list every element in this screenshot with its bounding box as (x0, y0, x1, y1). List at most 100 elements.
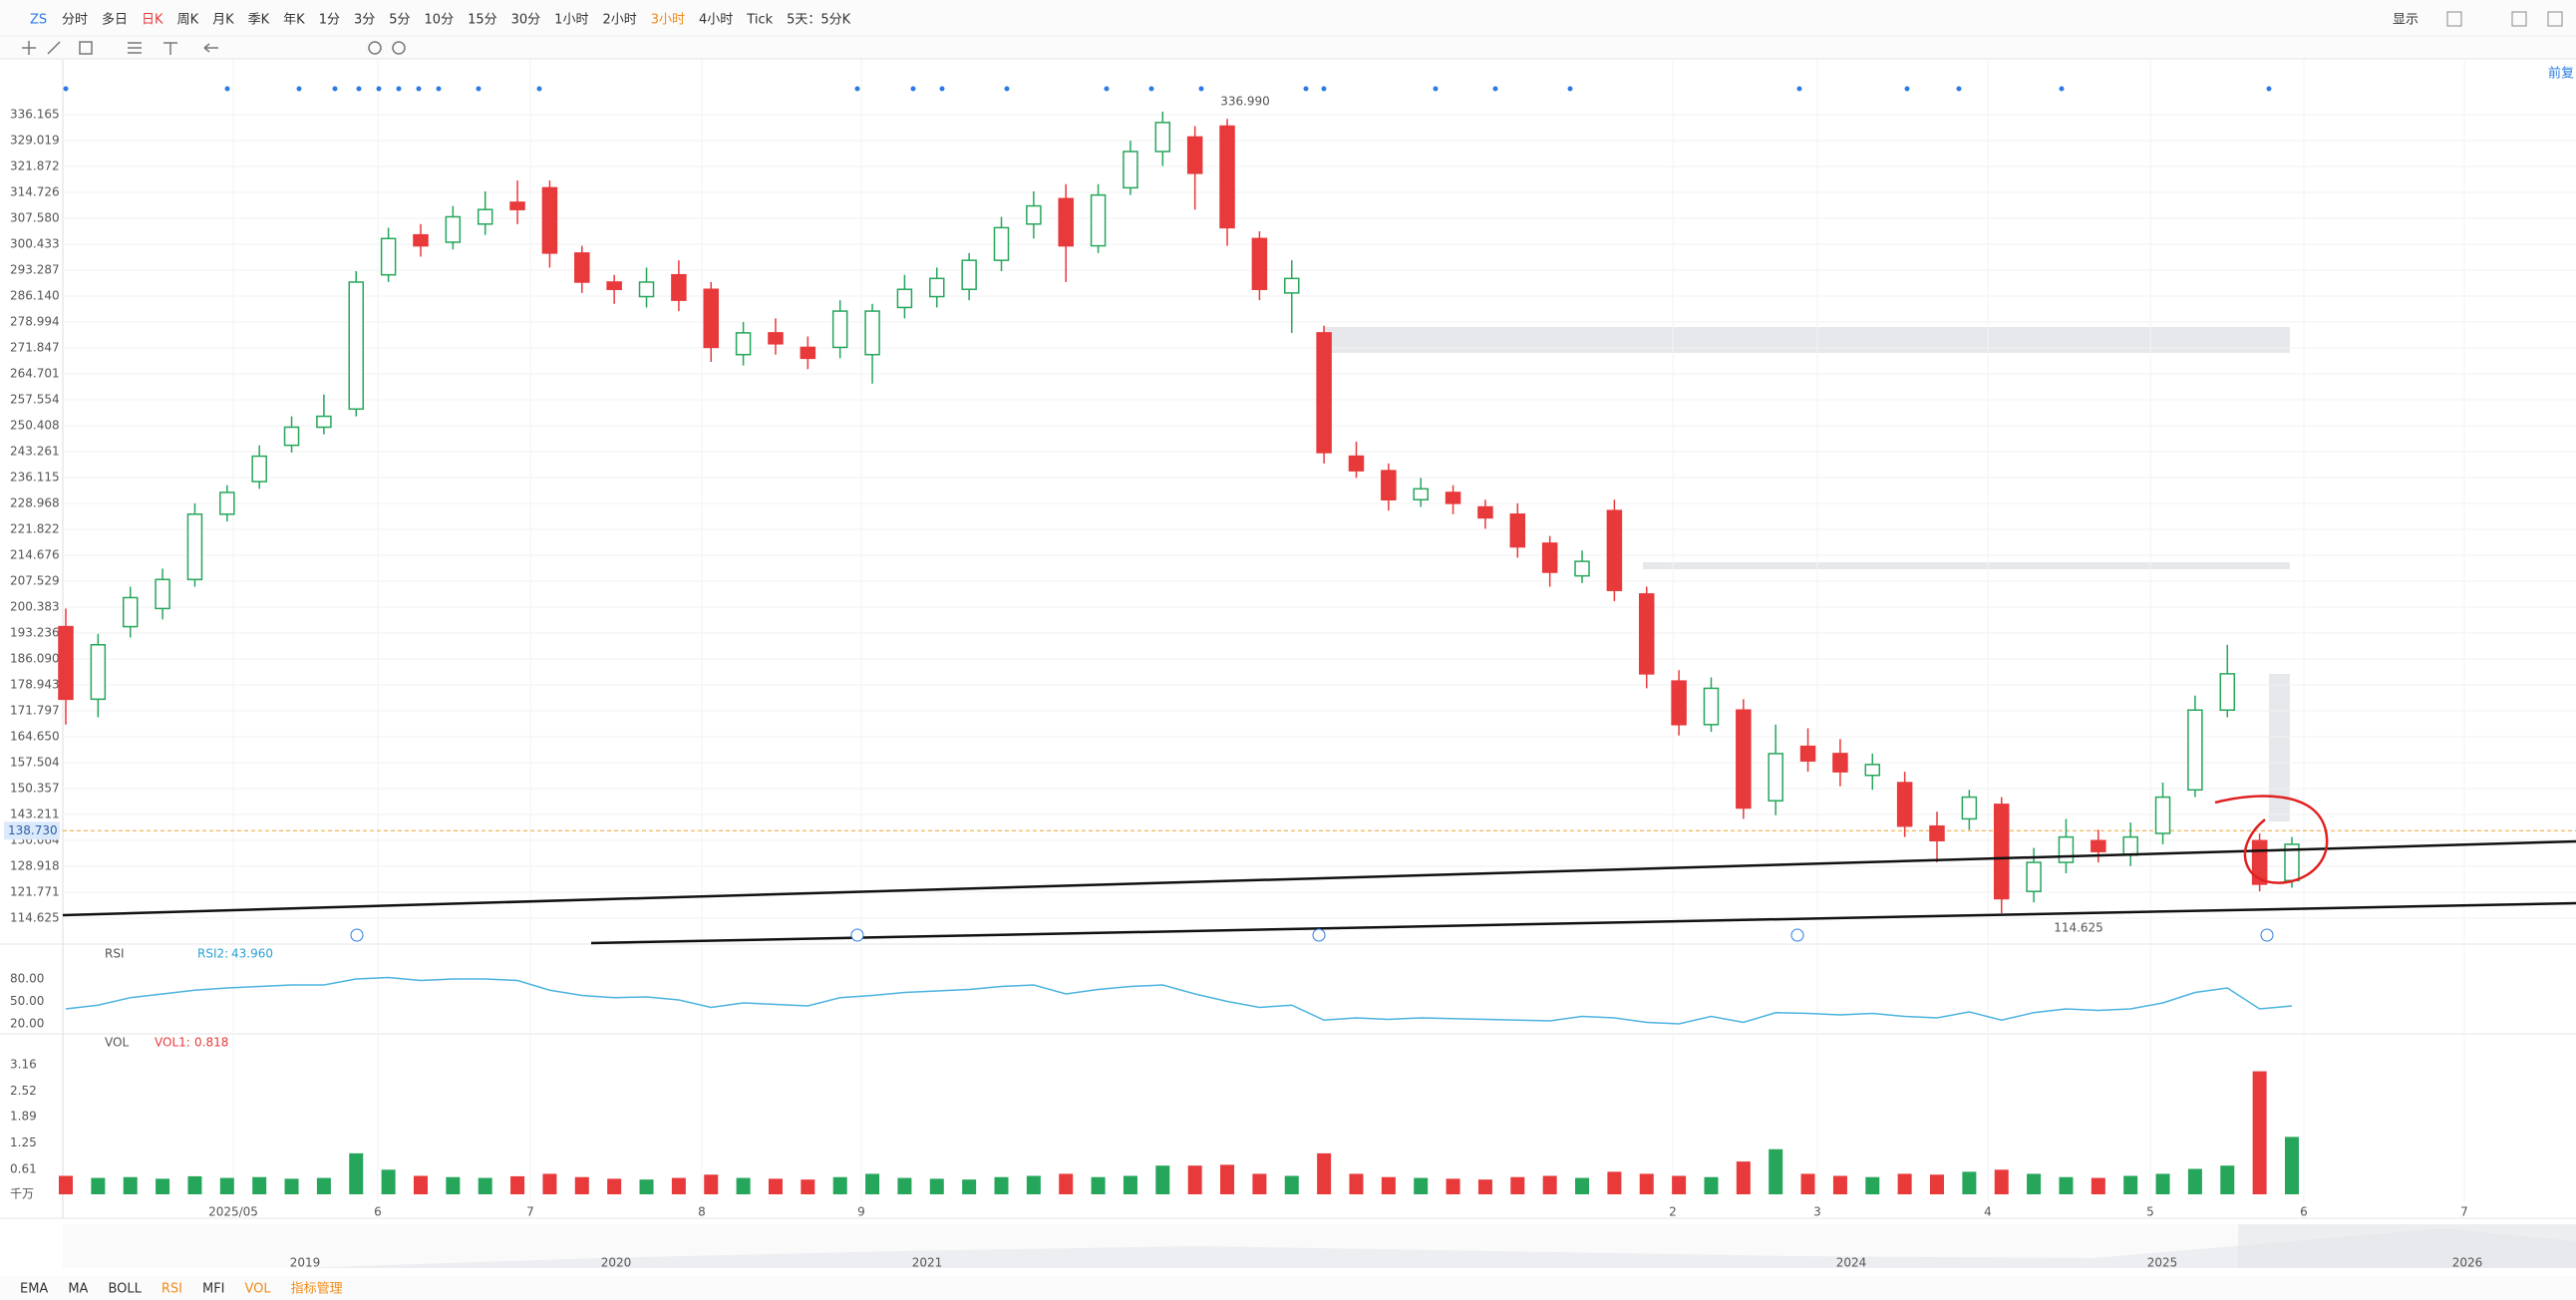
volume-bar (1575, 1177, 1590, 1194)
volume-bar (1510, 1176, 1525, 1194)
indicator-tab[interactable]: VOL (245, 1282, 272, 1297)
period-tab[interactable]: 3小时 (651, 13, 685, 28)
adjust-mode[interactable]: 前复 (2548, 66, 2574, 82)
indicator-tab[interactable]: BOLL (108, 1282, 142, 1297)
period-tab[interactable]: 月K (212, 13, 234, 28)
event-marker[interactable] (1790, 928, 1804, 942)
tool-magnet[interactable] (368, 41, 382, 55)
event-marker[interactable] (2260, 928, 2274, 942)
indicator-tab[interactable]: MFI (202, 1282, 225, 1297)
candle-body (1799, 745, 1816, 762)
price-tick-label: 164.650 (10, 730, 60, 744)
period-tab[interactable]: 季K (248, 13, 270, 28)
icon-settings[interactable] (2446, 11, 2462, 27)
period-tab[interactable]: 5分 (389, 13, 410, 28)
price-tick-label: 321.872 (10, 160, 60, 173)
display-menu[interactable]: 显示 (2393, 13, 2418, 28)
period-tab[interactable]: 5天：5分K (787, 13, 851, 28)
tool-line[interactable] (47, 41, 61, 55)
event-dot (854, 86, 860, 92)
current-price-label: 138.730 (8, 823, 58, 837)
vol-tick-label: 1.25 (10, 1136, 37, 1149)
price-tick-label: 121.771 (10, 885, 60, 899)
tool-text[interactable] (163, 42, 177, 55)
volume-bar (381, 1169, 396, 1194)
price-tick-label: 193.236 (10, 625, 60, 639)
tool-rect[interactable] (79, 41, 93, 55)
candle-body (2058, 835, 2075, 863)
candle-body (1639, 593, 1655, 675)
navigator-year: 2026 (2452, 1256, 2483, 1270)
indicator-tab[interactable]: 指标管理 (291, 1282, 343, 1297)
icon-screenshot[interactable] (2511, 11, 2527, 27)
candle-body (606, 281, 622, 290)
tool-clear[interactable] (392, 41, 406, 55)
volume-bar (1769, 1148, 1783, 1194)
candle-body (155, 578, 170, 610)
event-marker[interactable] (850, 928, 864, 942)
candle-body (2122, 835, 2138, 856)
rsi-title[interactable]: RSI (105, 947, 125, 961)
period-tab[interactable]: 分时 (62, 13, 88, 28)
price-tick-label: 157.504 (10, 755, 60, 769)
tool-crosshair[interactable] (22, 41, 36, 55)
volume-bar (316, 1177, 331, 1194)
price-tick-label: 264.701 (10, 366, 60, 380)
period-tab[interactable]: 4小时 (699, 13, 733, 28)
candle-body (1703, 687, 1720, 726)
period-tab[interactable]: 30分 (511, 13, 541, 28)
candle-body (1832, 753, 1848, 773)
volume-bar (2059, 1176, 2074, 1194)
event-dot (1956, 86, 1962, 92)
event-dot (1433, 86, 1439, 92)
tool-undo[interactable] (203, 43, 218, 53)
candle-body (90, 644, 107, 701)
candle-body (1381, 470, 1397, 500)
indicator-tab[interactable]: EMA (20, 1282, 48, 1297)
period-tab[interactable]: 15分 (468, 13, 497, 28)
period-tab[interactable]: 10分 (425, 13, 455, 28)
period-tab[interactable]: 1分 (319, 13, 340, 28)
event-marker[interactable] (1312, 928, 1326, 942)
period-tab[interactable]: 日K (142, 13, 163, 28)
x-tick-label: 5 (2146, 1205, 2154, 1219)
period-tab[interactable]: 周K (177, 13, 199, 28)
symbol[interactable]: ZS (30, 13, 47, 28)
indicator-tab[interactable]: RSI (161, 1282, 182, 1297)
candle-body (413, 233, 429, 247)
volume-bar (349, 1152, 364, 1194)
rsi-tick-label: 80.00 (10, 972, 44, 986)
navigator-window[interactable] (2238, 1224, 2576, 1268)
volume-bar (1607, 1171, 1622, 1194)
vol-series-label: VOL1: (155, 1036, 190, 1050)
volume-bar (1317, 1152, 1332, 1194)
icon-fullscreen[interactable] (2547, 11, 2563, 27)
period-tab[interactable]: 多日 (102, 12, 128, 28)
indicator-tab[interactable]: MA (68, 1282, 88, 1297)
volume-bar (1897, 1173, 1912, 1194)
period-tab[interactable]: Tick (746, 13, 773, 28)
navigator-year: 2019 (290, 1256, 321, 1270)
period-tab[interactable]: 2小时 (602, 13, 636, 28)
candle-body (541, 186, 558, 254)
volume-bar (801, 1179, 815, 1194)
volume-bar (1930, 1174, 1945, 1194)
candle-body (380, 237, 397, 276)
period-tab[interactable]: 3分 (354, 13, 375, 28)
drawing-tools[interactable] (22, 41, 406, 55)
candle-body (638, 281, 655, 298)
current-price-tag (4, 821, 60, 840)
period-tab[interactable]: 1小时 (554, 13, 588, 28)
event-marker[interactable] (350, 928, 364, 942)
trend-line (590, 901, 2576, 945)
volume-bar (1704, 1176, 1719, 1194)
vol-title[interactable]: VOL (105, 1036, 129, 1050)
candle-body (1864, 764, 1881, 777)
indicator-bar-bg (0, 1276, 2576, 1300)
period-tab[interactable]: 年K (283, 13, 305, 28)
event-dot (332, 86, 338, 92)
vol-unit: 千万 (10, 1187, 34, 1201)
volume-bar (2091, 1177, 2105, 1194)
price-tick-label: 236.115 (10, 470, 60, 484)
tool-fib[interactable] (128, 42, 142, 54)
